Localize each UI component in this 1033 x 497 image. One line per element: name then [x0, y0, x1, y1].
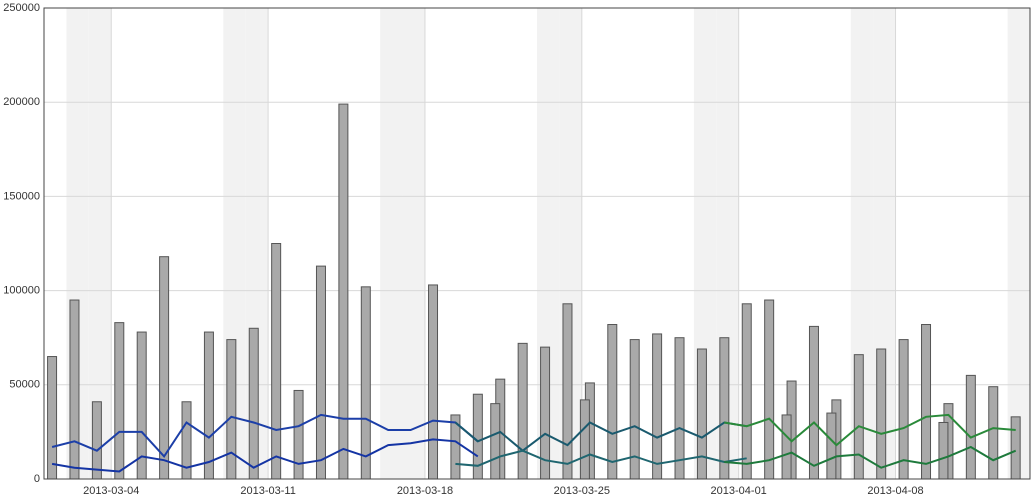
x-tick-label: 2013-04-08 — [867, 485, 923, 497]
bar — [898, 339, 909, 480]
bar — [826, 412, 837, 480]
line — [454, 421, 747, 452]
bar — [764, 299, 775, 480]
weekend-band — [1007, 8, 1030, 479]
bar — [271, 243, 282, 480]
bar — [69, 299, 80, 480]
x-tick-label: 2013-03-04 — [83, 485, 139, 497]
bar — [988, 386, 999, 480]
bar — [47, 356, 58, 480]
bar — [579, 399, 590, 480]
bar — [517, 342, 528, 480]
bar — [360, 286, 371, 480]
bar — [315, 265, 326, 480]
bar — [921, 324, 932, 480]
line — [455, 449, 747, 467]
bar — [652, 333, 663, 480]
line — [724, 445, 1017, 469]
bar — [781, 414, 792, 480]
bar — [965, 374, 976, 480]
bar — [741, 303, 752, 480]
weekend-band — [402, 8, 425, 479]
y-tick-label: 250000 — [3, 2, 40, 14]
bar — [853, 354, 864, 480]
weekend-band — [88, 8, 112, 479]
y-tick-label: 150000 — [3, 190, 40, 202]
bar — [428, 284, 439, 480]
bar — [293, 389, 304, 480]
bar — [226, 339, 237, 480]
x-tick-label: 2013-03-11 — [240, 485, 295, 497]
line — [51, 413, 479, 459]
bar — [159, 256, 170, 480]
x-tick-label: 2013-04-01 — [711, 485, 767, 497]
line — [724, 413, 1016, 447]
bar — [248, 327, 259, 480]
bar — [490, 403, 501, 480]
bar — [562, 303, 573, 480]
bar — [719, 337, 730, 480]
bar — [607, 324, 618, 480]
y-tick-label: 100000 — [3, 285, 40, 297]
bar — [338, 103, 349, 480]
y-tick-label: 200000 — [3, 96, 40, 108]
x-tick-label: 2013-03-25 — [554, 485, 610, 497]
plot-border — [43, 7, 1031, 480]
line — [51, 438, 479, 473]
x-tick-label: 2013-03-18 — [397, 485, 453, 497]
bar — [808, 325, 819, 480]
bar — [203, 331, 214, 480]
bar — [876, 348, 887, 480]
bar — [114, 322, 125, 480]
y-tick-label: 0 — [34, 473, 40, 485]
bar — [938, 421, 949, 480]
bar — [1010, 416, 1021, 480]
bar — [674, 337, 685, 480]
y-tick-label: 50000 — [9, 379, 40, 391]
bar — [696, 348, 707, 480]
bar — [91, 401, 102, 480]
weekend-band — [380, 8, 403, 479]
